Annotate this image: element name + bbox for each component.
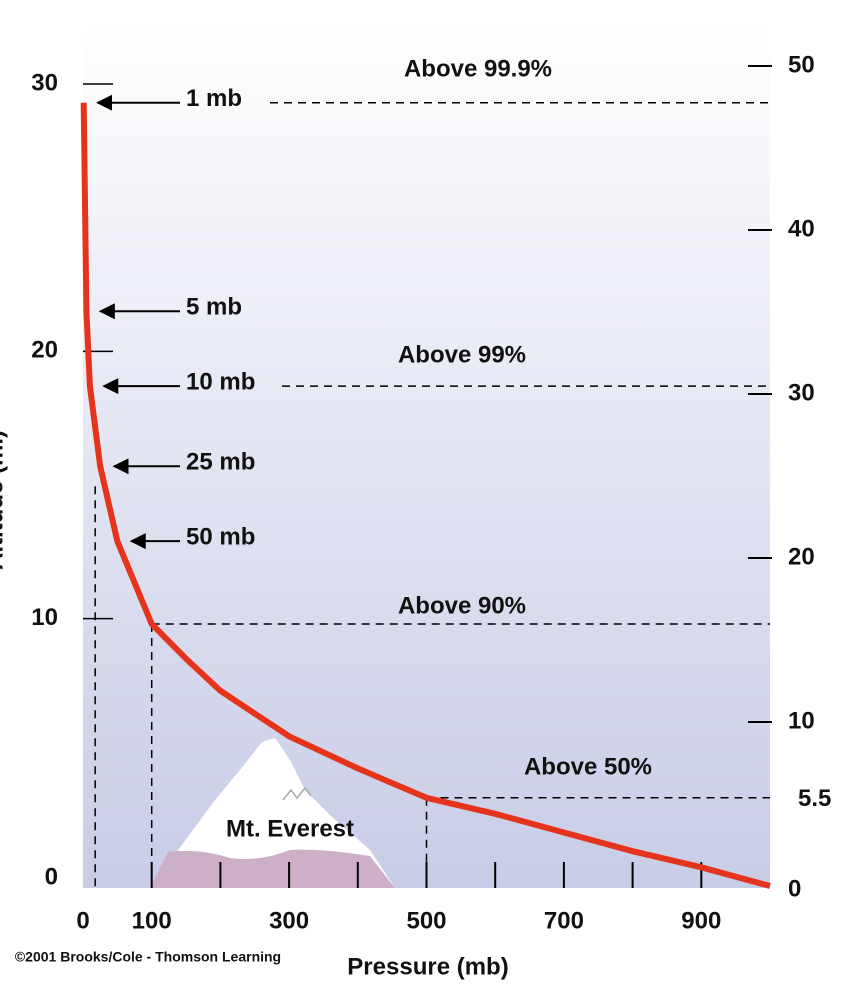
y2-tick-label: 20 — [788, 543, 815, 570]
arrow-label: 50 mb — [186, 523, 255, 550]
y-tick-label: 20 — [31, 337, 58, 364]
x-tick-label: 300 — [269, 907, 309, 934]
arrow-label: 5 mb — [186, 294, 242, 321]
x-axis-title: Pressure (mb) — [347, 953, 508, 980]
level-label: Above 99.9% — [404, 55, 552, 82]
x-tick-label: 500 — [406, 907, 446, 934]
y-tick-label: 10 — [31, 604, 58, 631]
x-tick-label: 100 — [132, 907, 172, 934]
y2-tick-label: 0 — [788, 875, 801, 902]
y-tick-label: 30 — [31, 69, 58, 96]
mountain-label: Mt. Everest — [226, 815, 354, 842]
y2-tick-label: 5.5 — [798, 785, 831, 812]
x-tick-label: 700 — [544, 907, 584, 934]
arrow-label: 1 mb — [186, 85, 242, 112]
x-tick-label: 0 — [76, 907, 89, 934]
y-axis-title: Altitude (mi) — [0, 430, 8, 570]
credit: ©2001 Brooks/Cole - Thomson Learning — [15, 949, 281, 965]
arrow-label: 10 mb — [186, 368, 255, 395]
x-tick-label: 900 — [681, 907, 721, 934]
y2-tick-label: 10 — [788, 707, 815, 734]
y2-tick-label: 40 — [788, 215, 815, 242]
y2-tick-label: 30 — [788, 379, 815, 406]
level-label: Above 50% — [524, 753, 652, 780]
y2-tick-label: 50 — [788, 51, 815, 78]
y-tick-label: 0 — [45, 863, 58, 890]
chart: Mt. Everest ©2001 Brooks/Cole - Thomson … — [0, 0, 844, 988]
arrow-label: 25 mb — [186, 449, 255, 476]
level-label: Above 99% — [398, 341, 526, 368]
level-label: Above 90% — [398, 592, 526, 619]
